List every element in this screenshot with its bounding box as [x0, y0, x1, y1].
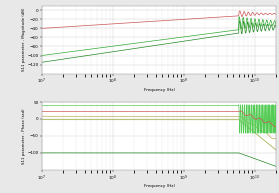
Y-axis label: S11 parameter - Magnitude (dB): S11 parameter - Magnitude (dB) [22, 8, 26, 71]
Y-axis label: S11 parameter - Phase (rad): S11 parameter - Phase (rad) [22, 108, 26, 164]
X-axis label: Frequency (Hz): Frequency (Hz) [143, 88, 175, 92]
X-axis label: Frequency (Hz): Frequency (Hz) [143, 184, 175, 188]
